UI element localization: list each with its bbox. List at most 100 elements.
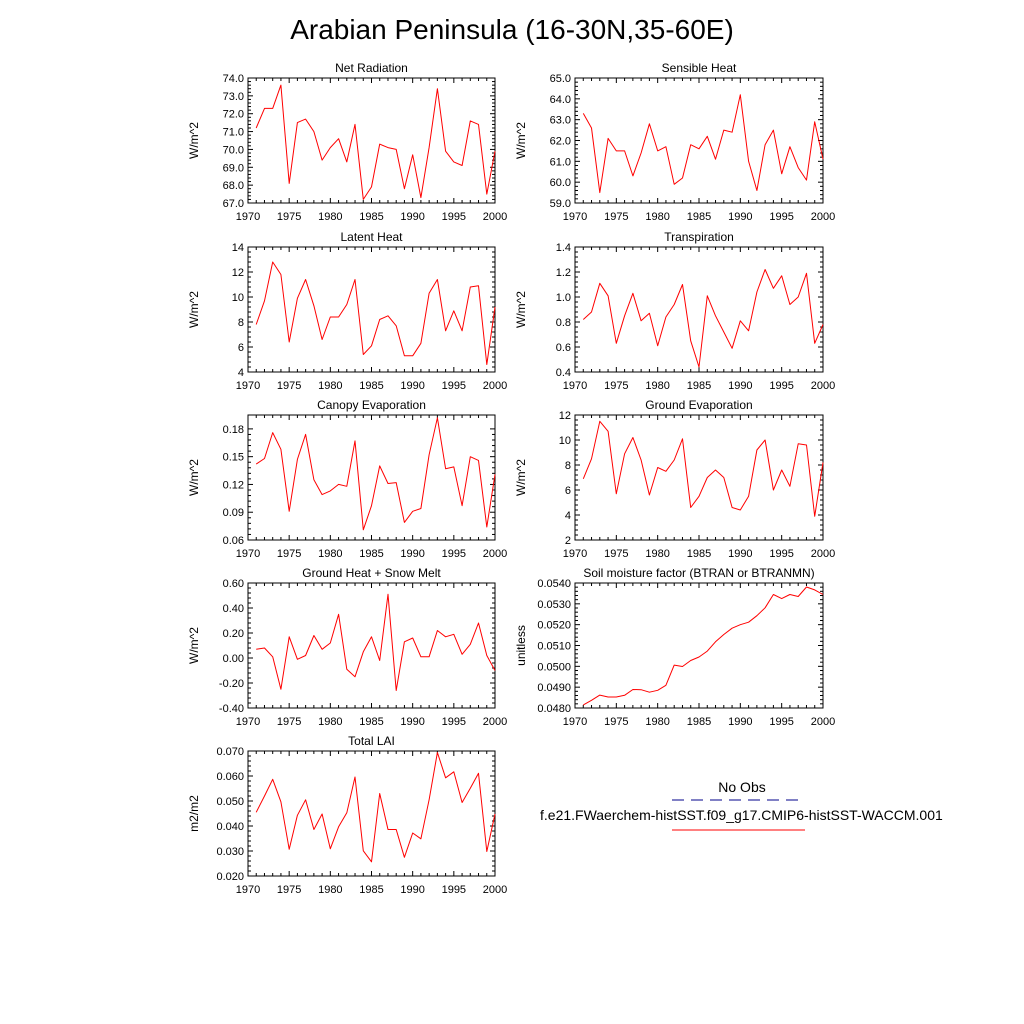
y-tick-label: 10 [232, 292, 244, 304]
y-axis-label: W/m^2 [514, 291, 528, 328]
y-tick-label: 0.0540 [537, 578, 571, 590]
y-axis-label: W/m^2 [187, 291, 201, 328]
x-tick-label: 1985 [359, 884, 383, 896]
x-tick-label: 1995 [442, 380, 466, 392]
y-tick-label: -0.40 [219, 703, 244, 715]
x-tick-label: 1975 [604, 211, 628, 223]
x-tick-label: 1975 [277, 716, 301, 728]
x-tick-label: 1985 [359, 211, 383, 223]
y-tick-label: 1.2 [556, 267, 571, 279]
y-tick-label: 0.0490 [537, 682, 571, 694]
y-tick-label: 0.070 [216, 746, 244, 758]
y-tick-label: 71.0 [223, 127, 244, 139]
panel-ground-evaporation: 1970 1975 1980 1985 1990 1995 2000 2 4 6 8 10 12 Grou… [514, 398, 835, 560]
y-axis-label: W/m^2 [187, 122, 201, 159]
x-tick-label: 1970 [236, 884, 260, 896]
y-tick-label: 0.8 [556, 317, 571, 329]
series-line [255, 752, 496, 863]
y-tick-label: 0.4 [556, 367, 571, 379]
panel-title: Ground Heat + Snow Melt [302, 566, 441, 580]
y-tick-label: 60.0 [550, 177, 571, 189]
y-tick-label: 64.0 [550, 94, 571, 106]
y-tick-label: 1.4 [556, 242, 571, 254]
y-tick-label: 0.06 [223, 535, 244, 547]
y-tick-label: 0.020 [216, 871, 244, 883]
y-tick-label: 6 [565, 485, 571, 497]
x-tick-label: 1985 [687, 211, 711, 223]
x-tick-label: 1970 [236, 380, 260, 392]
x-tick-label: 2000 [483, 380, 507, 392]
x-tick-label: 1970 [563, 380, 587, 392]
y-tick-label: 0.6 [556, 342, 571, 354]
y-tick-label: 0.12 [223, 479, 244, 491]
y-tick-label: 0.18 [223, 424, 244, 436]
x-tick-label: 1985 [687, 380, 711, 392]
panel-ground-heat-snow-melt: 1970 1975 1980 1985 1990 1995 2000 -0.40 -0.20 0.… [187, 566, 507, 728]
panel-title: Ground Evaporation [645, 398, 752, 412]
panel-title: Transpiration [664, 230, 734, 244]
legend-model-label: f.e21.FWaerchem-histSST.f09_g17.CMIP6-hi… [540, 807, 943, 823]
figure-title: Arabian Peninsula (16-30N,35-60E) [290, 14, 734, 45]
y-tick-label: 70.0 [223, 144, 244, 156]
x-tick-label: 2000 [483, 716, 507, 728]
panel-title: Sensible Heat [662, 61, 737, 75]
x-tick-label: 1995 [442, 548, 466, 560]
y-axis-label: W/m^2 [187, 627, 201, 664]
y-tick-label: 74.0 [223, 73, 244, 85]
x-tick-label: 1980 [645, 548, 669, 560]
x-tick-label: 1990 [728, 211, 752, 223]
y-axis-label: W/m^2 [187, 459, 201, 496]
x-tick-label: 1985 [359, 380, 383, 392]
x-tick-label: 1970 [563, 716, 587, 728]
y-tick-label: 67.0 [223, 198, 244, 210]
panel-title: Latent Heat [340, 230, 403, 244]
y-axis-label: W/m^2 [514, 122, 528, 159]
y-tick-label: 72.0 [223, 109, 244, 121]
plot-frame [574, 582, 824, 709]
x-tick-label: 1975 [277, 884, 301, 896]
x-tick-label: 1980 [645, 716, 669, 728]
x-tick-label: 1970 [236, 211, 260, 223]
x-tick-label: 1970 [236, 548, 260, 560]
series-line [582, 420, 824, 517]
x-tick-label: 1995 [769, 380, 793, 392]
x-tick-label: 1975 [277, 211, 301, 223]
x-tick-label: 2000 [483, 884, 507, 896]
y-tick-label: 8 [565, 460, 571, 472]
x-tick-label: 2000 [811, 548, 835, 560]
panel-latent-heat: 1970 1975 1980 1985 1990 1995 2000 4 6 8 10 12 14 Lat… [187, 230, 507, 392]
plot-frame [574, 77, 824, 204]
y-tick-label: 65.0 [550, 73, 571, 85]
y-tick-label: 59.0 [550, 198, 571, 210]
y-tick-label: 12 [232, 267, 244, 279]
panel-net-radiation: 1970 1975 1980 1985 1990 1995 2000 67.0 68.0 69.0… [187, 61, 507, 223]
x-tick-label: 1975 [277, 548, 301, 560]
series-line [255, 417, 496, 531]
y-tick-label: 0.0530 [537, 599, 571, 611]
panel-title: Net Radiation [335, 61, 408, 75]
panel-soil-moisture-factor-btran-or-btranmn: 1970 1975 1980 1985 1990 1995 2000 0.0480 0.0490… [514, 566, 835, 728]
y-tick-label: 0.0520 [537, 620, 571, 632]
x-tick-label: 1990 [728, 380, 752, 392]
x-tick-label: 1995 [769, 548, 793, 560]
plot-frame [247, 750, 496, 877]
y-tick-label: 0.60 [223, 578, 244, 590]
x-tick-label: 1970 [563, 211, 587, 223]
y-tick-label: 0.0500 [537, 661, 571, 673]
y-tick-label: 0.40 [223, 603, 244, 615]
panel-title: Soil moisture factor (BTRAN or BTRANMN) [583, 566, 814, 580]
x-tick-label: 1975 [604, 380, 628, 392]
x-tick-label: 1970 [236, 716, 260, 728]
x-tick-label: 2000 [483, 548, 507, 560]
x-tick-label: 1995 [442, 716, 466, 728]
x-tick-label: 1990 [400, 211, 424, 223]
x-tick-label: 1990 [400, 548, 424, 560]
x-tick-label: 1990 [728, 716, 752, 728]
y-tick-label: 0.15 [223, 452, 244, 464]
y-tick-label: -0.20 [219, 678, 244, 690]
x-tick-label: 1995 [442, 884, 466, 896]
x-tick-label: 1995 [442, 211, 466, 223]
y-tick-label: 63.0 [550, 115, 571, 127]
y-tick-label: 62.0 [550, 136, 571, 148]
y-tick-label: 0.00 [223, 653, 244, 665]
